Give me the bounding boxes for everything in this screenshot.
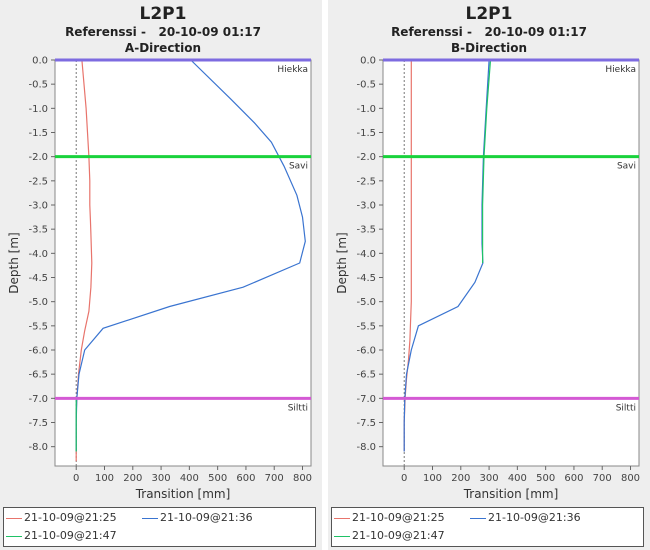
chart-subtitle: Referenssi - 20-10-09 01:17 — [65, 25, 261, 39]
legend-label: 21-10-09@21:25 — [24, 511, 117, 524]
chart-panel-b: L2P1 Referenssi - 20-10-09 01:17 B-Direc… — [328, 0, 650, 550]
legend-item: 21-10-09@21:47 — [334, 529, 445, 543]
x-tick-label: 500 — [536, 473, 555, 484]
y-tick-label: -7.0 — [356, 394, 376, 405]
plot-area — [382, 59, 640, 467]
layer-label: Hiekka — [277, 65, 308, 75]
chart-direction: A-Direction — [125, 41, 201, 55]
y-tick-label: -4.5 — [28, 273, 48, 284]
y-tick-label: -1.0 — [28, 104, 48, 115]
legend-swatch — [334, 535, 350, 537]
layer-label: Savi — [289, 162, 308, 172]
y-tick-label: -3.5 — [28, 225, 48, 236]
y-tick-label: 0.0 — [32, 56, 48, 67]
y-tick-label: -5.5 — [356, 321, 376, 332]
y-axis-label: Depth [m] — [335, 232, 349, 293]
chart-a-svg: L2P1 Referenssi - 20-10-09 01:17 A-Direc… — [7, 4, 312, 501]
y-tick-label: -0.5 — [28, 80, 48, 91]
y-tick-label: -2.5 — [28, 176, 48, 187]
x-axis-label: Transition [mm] — [463, 487, 559, 501]
y-tick-label: -2.0 — [28, 152, 48, 163]
y-tick-label: -2.0 — [356, 152, 376, 163]
x-tick-label: 500 — [208, 473, 227, 484]
y-tick-label: -0.5 — [356, 80, 376, 91]
y-tick-label: -3.5 — [356, 225, 376, 236]
x-tick-label: 200 — [451, 473, 470, 484]
chart-title: L2P1 — [140, 4, 187, 24]
legend-label: 21-10-09@21:25 — [352, 511, 445, 524]
x-tick-label: 800 — [293, 473, 312, 484]
x-axis-label: Transition [mm] — [135, 487, 231, 501]
legend-swatch — [334, 517, 350, 519]
legend-item: 21-10-09@21:36 — [142, 511, 253, 525]
legend-label: 21-10-09@21:36 — [488, 511, 581, 524]
y-tick-label: -6.0 — [356, 346, 376, 357]
legend-label: 21-10-09@21:36 — [160, 511, 253, 524]
x-tick-label: 300 — [480, 473, 499, 484]
x-tick-label: 400 — [508, 473, 527, 484]
x-tick-label: 600 — [564, 473, 583, 484]
y-tick-label: -7.0 — [28, 394, 48, 405]
legend-label: 21-10-09@21:47 — [24, 529, 117, 542]
x-tick-label: 100 — [423, 473, 442, 484]
chart-direction: B-Direction — [451, 41, 527, 55]
x-tick-label: 300 — [152, 473, 171, 484]
x-tick-label: 400 — [180, 473, 199, 484]
legend-swatch — [6, 535, 22, 537]
y-tick-label: -3.0 — [356, 201, 376, 212]
y-tick-label: -6.5 — [356, 370, 376, 381]
y-tick-label: -5.5 — [28, 321, 48, 332]
legend-swatch — [142, 517, 158, 519]
chart-title: L2P1 — [466, 4, 513, 24]
y-tick-label: -2.5 — [356, 176, 376, 187]
legend: 21-10-09@21:25 21-10-09@21:36 21-10-09@2… — [3, 507, 316, 547]
legend-label: 21-10-09@21:47 — [352, 529, 445, 542]
x-tick-label: 0 — [73, 473, 79, 484]
plot-area — [54, 59, 312, 467]
y-tick-label: -6.5 — [28, 370, 48, 381]
x-tick-label: 800 — [621, 473, 640, 484]
x-tick-label: 0 — [401, 473, 407, 484]
x-tick-label: 200 — [123, 473, 142, 484]
chart-subtitle: Referenssi - 20-10-09 01:17 — [391, 25, 587, 39]
y-tick-label: -1.5 — [356, 128, 376, 139]
legend: 21-10-09@21:25 21-10-09@21:36 21-10-09@2… — [331, 507, 644, 547]
legend-item: 21-10-09@21:47 — [6, 529, 117, 543]
y-tick-label: -5.0 — [356, 297, 376, 308]
y-tick-label: -8.0 — [356, 442, 376, 453]
chart-panel-a: L2P1 Referenssi - 20-10-09 01:17 A-Direc… — [0, 0, 322, 550]
x-tick-label: 700 — [593, 473, 612, 484]
legend-swatch — [6, 517, 22, 519]
x-tick-label: 600 — [236, 473, 255, 484]
legend-item: 21-10-09@21:36 — [470, 511, 581, 525]
y-tick-label: -8.0 — [28, 442, 48, 453]
series-line — [75, 59, 306, 452]
y-tick-label: -5.0 — [28, 297, 48, 308]
y-tick-label: -6.0 — [28, 346, 48, 357]
y-tick-label: -4.0 — [28, 249, 48, 260]
layer-label: Siltti — [288, 403, 308, 413]
y-tick-label: -4.0 — [356, 249, 376, 260]
y-tick-label: -7.5 — [356, 418, 376, 429]
series-line — [482, 59, 492, 263]
x-tick-label: 100 — [95, 473, 114, 484]
layer-label: Savi — [617, 162, 636, 172]
y-tick-label: -1.5 — [28, 128, 48, 139]
layer-label: Siltti — [616, 403, 636, 413]
x-tick-label: 700 — [265, 473, 284, 484]
legend-item: 21-10-09@21:25 — [334, 511, 445, 525]
legend-swatch — [470, 517, 486, 519]
y-tick-label: -4.5 — [356, 273, 376, 284]
y-tick-label: -1.0 — [356, 104, 376, 115]
y-tick-label: -7.5 — [28, 418, 48, 429]
y-tick-label: 0.0 — [360, 56, 376, 67]
panel-gap — [322, 0, 328, 550]
legend-item: 21-10-09@21:25 — [6, 511, 117, 525]
y-axis-label: Depth [m] — [7, 232, 21, 293]
layer-label: Hiekka — [605, 65, 636, 75]
chart-b-svg: L2P1 Referenssi - 20-10-09 01:17 B-Direc… — [335, 4, 640, 501]
y-tick-label: -3.0 — [28, 201, 48, 212]
